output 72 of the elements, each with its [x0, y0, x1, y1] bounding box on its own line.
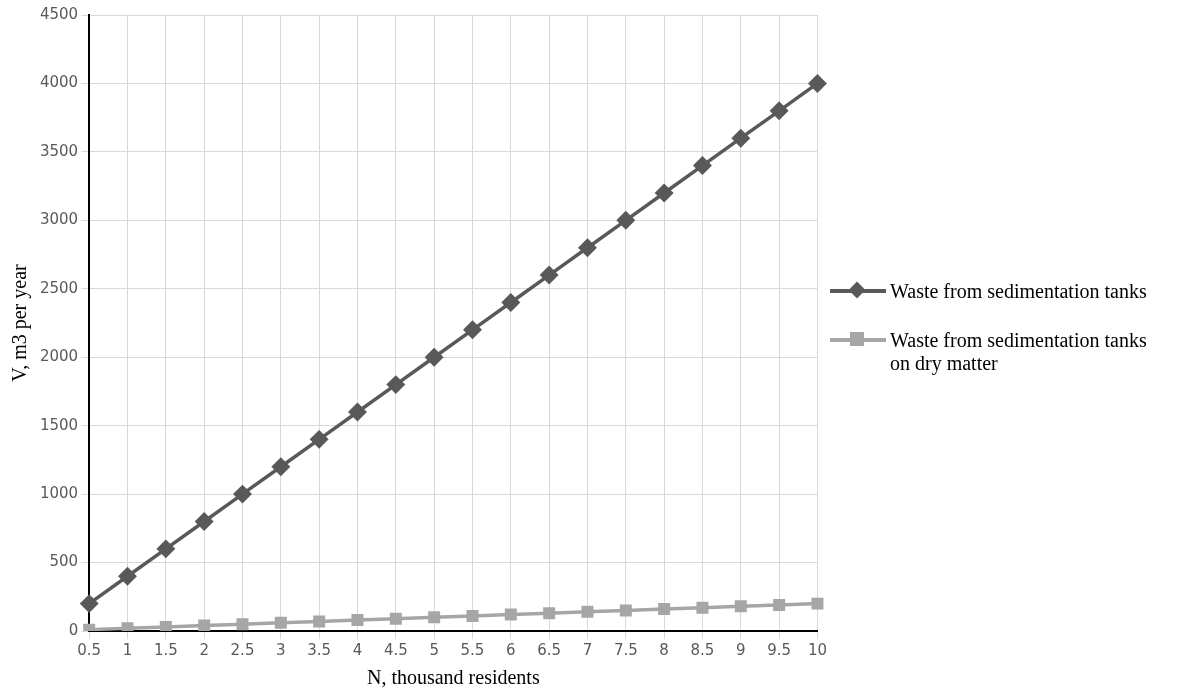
- point: [466, 609, 479, 622]
- x-tick-label: 4: [352, 640, 363, 659]
- point: [236, 618, 249, 631]
- y-tick-label: 1500: [39, 415, 79, 434]
- y-tick-label: 3000: [39, 210, 79, 229]
- point: [233, 485, 252, 503]
- point: [272, 457, 290, 476]
- point: [463, 321, 482, 339]
- point: [693, 156, 712, 175]
- y-tick-label: 2000: [39, 347, 79, 366]
- point: [310, 430, 328, 449]
- x-axis-title: N, thousand residents: [366, 666, 540, 689]
- point: [734, 600, 747, 613]
- y-tick-label: 2500: [39, 278, 79, 297]
- point: [118, 567, 137, 585]
- point: [578, 238, 597, 257]
- x-tick-label: 1.5: [153, 640, 178, 659]
- x-tick-label: 3.5: [307, 640, 332, 659]
- point: [387, 375, 405, 394]
- point: [696, 601, 709, 614]
- point: [581, 605, 594, 618]
- x-tick-label: 8.5: [690, 640, 715, 659]
- point: [770, 102, 788, 120]
- point: [808, 74, 827, 93]
- point: [617, 211, 635, 230]
- point: [157, 540, 175, 558]
- x-tick-label: 7: [582, 640, 593, 659]
- y-tick-label: 500: [49, 552, 79, 571]
- x-tick-label: 2: [199, 640, 209, 659]
- x-tick-label: 5: [429, 640, 439, 659]
- legend-label: Waste from sedimentation tanks: [890, 280, 1147, 303]
- point: [198, 619, 211, 631]
- point: [159, 620, 172, 631]
- x-tick-label: 6: [506, 640, 516, 659]
- point: [811, 597, 824, 610]
- point: [619, 604, 632, 617]
- legend-label: Waste from sedimentation tanks on dry matter: [890, 329, 1148, 375]
- point: [504, 608, 517, 621]
- x-tick-label: 0.5: [77, 640, 102, 659]
- x-tick-label: 2.5: [230, 640, 255, 659]
- x-tick-label: 4.5: [383, 640, 408, 659]
- y-tick-label: 0: [68, 620, 79, 639]
- x-tick-label: 8: [659, 640, 669, 659]
- y-tick-label: 3500: [39, 141, 79, 160]
- y-tick-label: 4000: [39, 73, 79, 92]
- x-tick-label: 6.5: [537, 640, 562, 659]
- y-tick-label: 1000: [39, 484, 79, 502]
- point: [655, 184, 673, 202]
- x-tick-label: 3: [276, 640, 286, 659]
- y-axis-title: V, m3 per year: [8, 263, 32, 382]
- point: [540, 266, 558, 284]
- point: [425, 348, 443, 366]
- point: [274, 616, 287, 629]
- point: [80, 594, 98, 613]
- point: [543, 607, 556, 620]
- y-tick-label: 4500: [39, 4, 79, 23]
- point: [428, 611, 441, 624]
- point: [502, 293, 520, 312]
- point: [732, 129, 750, 147]
- point: [195, 512, 213, 531]
- point: [389, 612, 402, 625]
- point: [348, 403, 367, 421]
- x-tick-label: 1: [122, 640, 133, 659]
- x-tick-label: 9.5: [767, 640, 792, 659]
- x-tick-label: 5.5: [460, 640, 485, 659]
- point: [658, 603, 671, 616]
- x-tick-label: 9: [736, 640, 746, 659]
- x-tick-label: 7.5: [613, 640, 638, 659]
- point: [351, 614, 364, 627]
- x-tick-label: 10: [807, 640, 827, 659]
- point: [773, 599, 786, 611]
- point: [313, 615, 326, 628]
